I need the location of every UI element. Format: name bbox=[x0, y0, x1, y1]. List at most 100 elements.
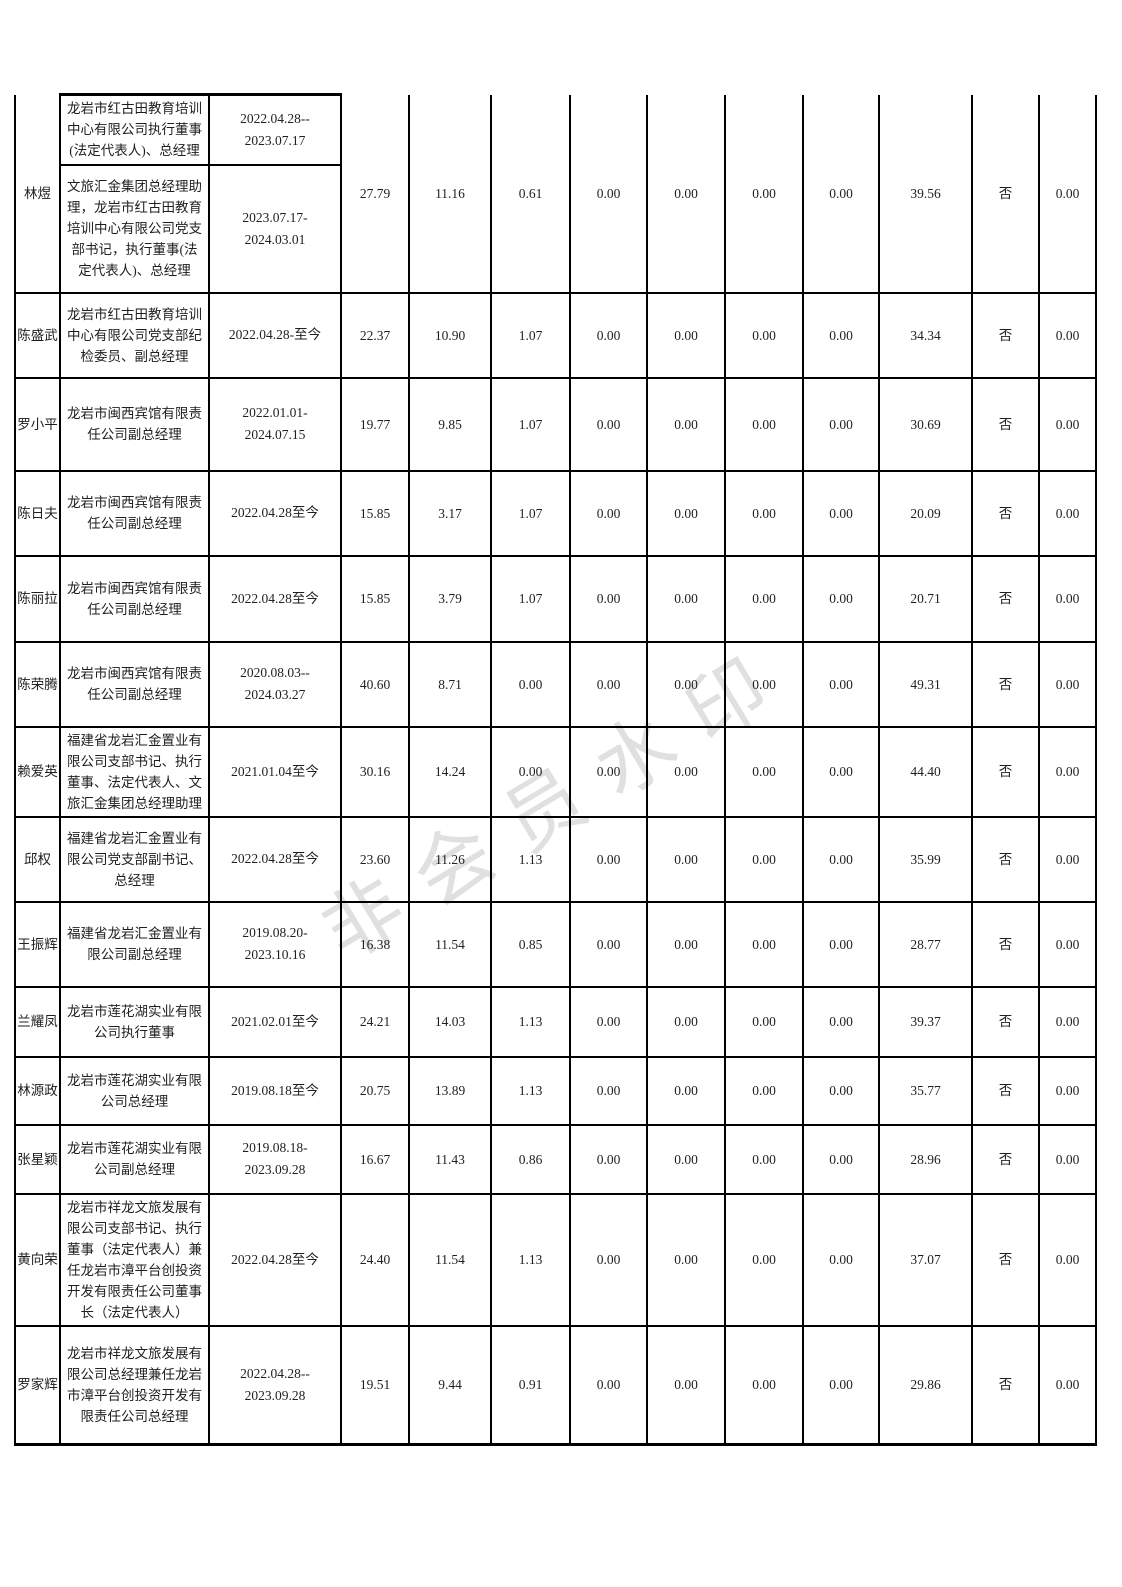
value-cell: 11.43 bbox=[408, 1123, 492, 1195]
name-cell: 陈丽拉 bbox=[14, 554, 61, 643]
position-cell: 龙岩市红古田教育培训中心有限公司党支部纪检委员、副总经理 bbox=[59, 291, 210, 379]
flag-cell: 否 bbox=[971, 815, 1040, 903]
value-cell: 35.99 bbox=[878, 815, 973, 903]
value-cell: 0.91 bbox=[490, 1324, 571, 1446]
value-cell: 0.00 bbox=[724, 640, 804, 728]
name-cell: 林源政 bbox=[14, 1055, 61, 1126]
position-cell: 龙岩市祥龙文旅发展有限公司支部书记、执行董事（法定代表人）兼任龙岩市漳平台创投资… bbox=[59, 1192, 210, 1327]
table-row: 陈荣腾 龙岩市闽西宾馆有限责任公司副总经理 2020.08.03-- 2024.03… bbox=[14, 640, 1097, 728]
value-cell: 0.00 bbox=[569, 1324, 648, 1446]
name-cell: 邱权 bbox=[14, 815, 61, 903]
position-cell: 福建省龙岩汇金置业有限公司支部书记、执行董事、法定代表人、文旅汇金集团总经理助理 bbox=[59, 725, 210, 818]
position-cell: 龙岩市闽西宾馆有限责任公司副总经理 bbox=[59, 640, 210, 728]
period-cell: 2022.04.28-- 2023.07.17 bbox=[208, 93, 342, 166]
value-cell: 0.00 bbox=[646, 985, 726, 1058]
value-cell: 20.09 bbox=[878, 469, 973, 557]
value-cell: 39.56 bbox=[878, 94, 973, 294]
value-cell: 29.86 bbox=[878, 1324, 973, 1446]
value-cell: 0.00 bbox=[1038, 469, 1097, 557]
value-cell: 0.00 bbox=[724, 1123, 804, 1195]
value-cell: 0.00 bbox=[802, 376, 880, 472]
position-cell: 龙岩市莲花湖实业有限公司执行董事 bbox=[59, 985, 210, 1058]
name-cell: 王振辉 bbox=[14, 900, 61, 988]
value-cell: 1.13 bbox=[490, 1192, 571, 1327]
value-cell: 0.00 bbox=[569, 554, 648, 643]
value-cell: 0.00 bbox=[802, 1123, 880, 1195]
table-row: 林源政 龙岩市莲花湖实业有限公司总经理 2019.08.18至今 20.75 13.89… bbox=[14, 1055, 1097, 1126]
position-cell: 文旅汇金集团总经理助理，龙岩市红古田教育培训中心有限公司党支部书记，执行董事(法… bbox=[59, 163, 210, 294]
name-cell: 张星颖 bbox=[14, 1123, 61, 1195]
position-cell: 龙岩市闽西宾馆有限责任公司副总经理 bbox=[59, 554, 210, 643]
value-cell: 0.00 bbox=[802, 1055, 880, 1126]
name-cell: 罗家辉 bbox=[14, 1324, 61, 1446]
value-cell: 22.37 bbox=[340, 291, 410, 379]
flag-cell: 否 bbox=[971, 1123, 1040, 1195]
value-cell: 39.37 bbox=[878, 985, 973, 1058]
value-cell: 0.00 bbox=[1038, 376, 1097, 472]
flag-cell: 否 bbox=[971, 1055, 1040, 1126]
value-cell: 0.00 bbox=[724, 554, 804, 643]
value-cell: 0.00 bbox=[802, 469, 880, 557]
value-cell: 0.00 bbox=[646, 1123, 726, 1195]
table-row: 林煜 龙岩市红古田教育培训中心有限公司执行董事(法定代表人)、总经理 2022.04… bbox=[14, 93, 1097, 294]
value-cell: 9.85 bbox=[408, 376, 492, 472]
value-cell: 1.07 bbox=[490, 469, 571, 557]
table-row: 兰耀凤 龙岩市莲花湖实业有限公司执行董事 2021.02.01至今 24.21 14.0… bbox=[14, 985, 1097, 1058]
value-cell: 1.13 bbox=[490, 1055, 571, 1126]
value-cell: 3.79 bbox=[408, 554, 492, 643]
name-cell: 林煜 bbox=[14, 94, 61, 294]
value-cell: 13.89 bbox=[408, 1055, 492, 1126]
flag-cell: 否 bbox=[971, 469, 1040, 557]
value-cell: 14.24 bbox=[408, 725, 492, 818]
flag-cell: 否 bbox=[971, 985, 1040, 1058]
flag-cell: 否 bbox=[971, 1192, 1040, 1327]
value-cell: 37.07 bbox=[878, 1192, 973, 1327]
value-cell: 0.00 bbox=[646, 376, 726, 472]
value-cell: 0.00 bbox=[1038, 640, 1097, 728]
value-cell: 15.85 bbox=[340, 554, 410, 643]
value-cell: 49.31 bbox=[878, 640, 973, 728]
period-cell: 2023.07.17- 2024.03.01 bbox=[208, 163, 342, 294]
value-cell: 0.00 bbox=[569, 1192, 648, 1327]
value-cell: 16.67 bbox=[340, 1123, 410, 1195]
value-cell: 0.00 bbox=[1038, 985, 1097, 1058]
position-cell: 福建省龙岩汇金置业有限公司党支部副书记、总经理 bbox=[59, 815, 210, 903]
value-cell: 23.60 bbox=[340, 815, 410, 903]
value-cell: 0.00 bbox=[802, 640, 880, 728]
value-cell: 40.60 bbox=[340, 640, 410, 728]
value-cell: 20.75 bbox=[340, 1055, 410, 1126]
position-cell: 龙岩市祥龙文旅发展有限公司总经理兼任龙岩市漳平台创投资开发有限责任公司总经理 bbox=[59, 1324, 210, 1446]
value-cell: 0.00 bbox=[802, 985, 880, 1058]
value-cell: 0.00 bbox=[724, 1324, 804, 1446]
value-cell: 0.00 bbox=[724, 291, 804, 379]
value-cell: 30.16 bbox=[340, 725, 410, 818]
value-cell: 0.00 bbox=[569, 815, 648, 903]
value-cell: 0.00 bbox=[1038, 554, 1097, 643]
value-cell: 14.03 bbox=[408, 985, 492, 1058]
name-cell: 赖爱英 bbox=[14, 725, 61, 818]
value-cell: 0.00 bbox=[646, 725, 726, 818]
period-cell: 2021.02.01至今 bbox=[208, 985, 342, 1058]
flag-cell: 否 bbox=[971, 554, 1040, 643]
value-cell: 1.07 bbox=[490, 376, 571, 472]
value-cell: 0.00 bbox=[1038, 815, 1097, 903]
value-cell: 0.00 bbox=[646, 94, 726, 294]
salary-table: 林煜 龙岩市红古田教育培训中心有限公司执行董事(法定代表人)、总经理 2022.04… bbox=[14, 93, 1097, 1446]
value-cell: 0.00 bbox=[646, 291, 726, 379]
value-cell: 0.00 bbox=[724, 376, 804, 472]
value-cell: 44.40 bbox=[878, 725, 973, 818]
period-cell: 2020.08.03-- 2024.03.27 bbox=[208, 640, 342, 728]
value-cell: 30.69 bbox=[878, 376, 973, 472]
position-cell: 福建省龙岩汇金置业有限公司副总经理 bbox=[59, 900, 210, 988]
table-row: 文旅汇金集团总经理助理，龙岩市红古田教育培训中心有限公司党支部书记，执行董事(法… bbox=[15, 163, 1096, 294]
flag-cell: 否 bbox=[971, 376, 1040, 472]
value-cell: 0.00 bbox=[724, 900, 804, 988]
value-cell: 0.00 bbox=[646, 815, 726, 903]
value-cell: 0.00 bbox=[569, 291, 648, 379]
value-cell: 16.38 bbox=[340, 900, 410, 988]
value-cell: 11.26 bbox=[408, 815, 492, 903]
table-row: 陈盛武 龙岩市红古田教育培训中心有限公司党支部纪检委员、副总经理 2022.04.2… bbox=[14, 291, 1097, 379]
value-cell: 3.17 bbox=[408, 469, 492, 557]
position-cell: 龙岩市莲花湖实业有限公司总经理 bbox=[59, 1055, 210, 1126]
